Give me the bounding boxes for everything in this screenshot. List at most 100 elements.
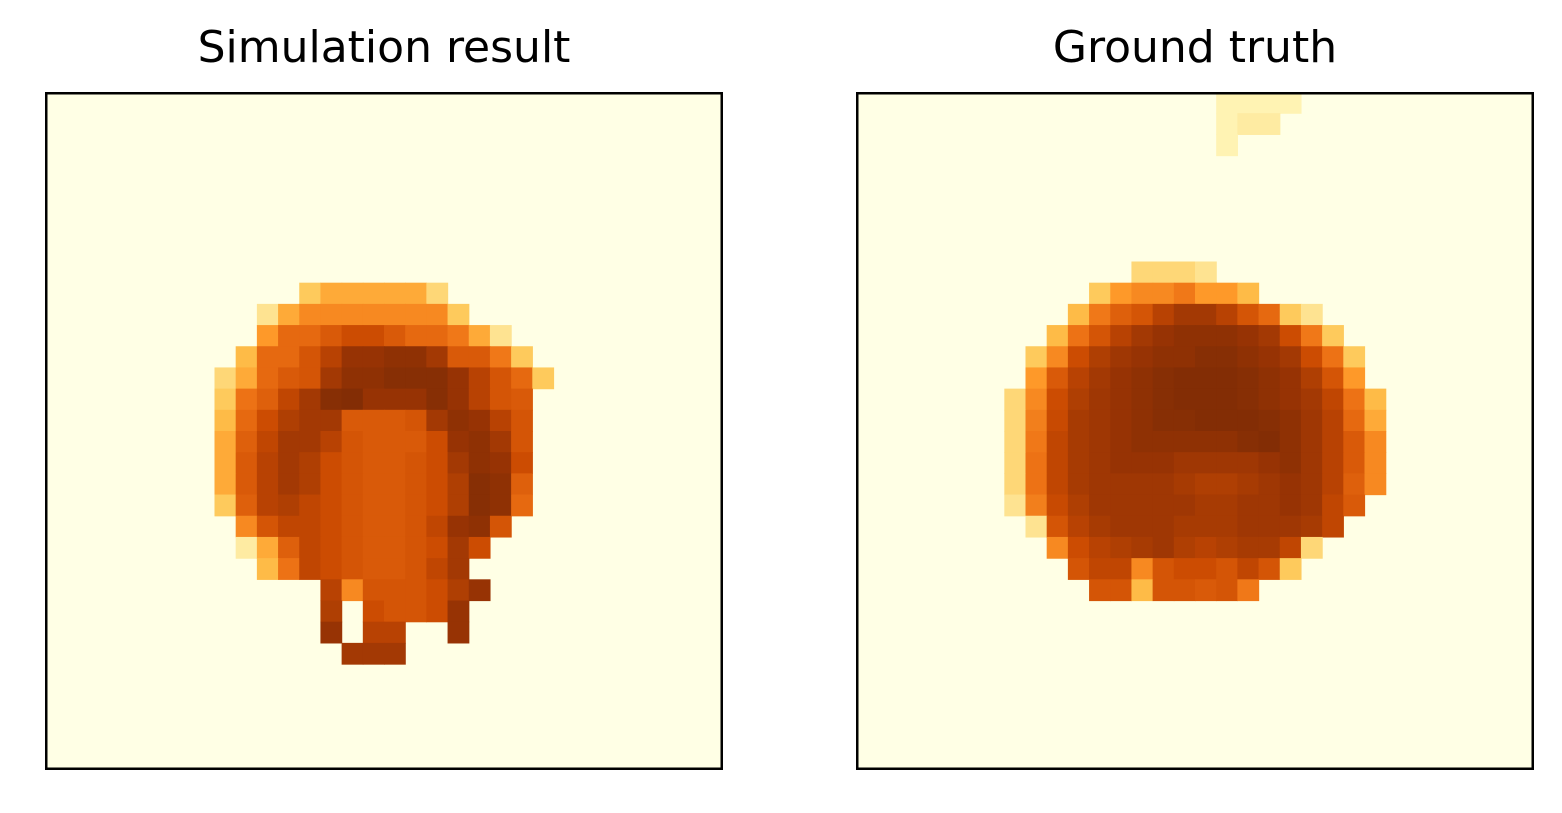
heatmap-cell [1237,494,1260,517]
heatmap-cell [468,579,491,602]
heatmap-cell [1300,367,1323,390]
heatmap-cell [426,325,449,347]
heatmap-cell [320,452,343,474]
heatmap-cell [1089,452,1111,474]
heatmap-cell [384,325,406,347]
heatmap-cell [1258,409,1281,432]
heatmap-cell [278,515,300,538]
heatmap-cell [447,558,470,580]
heatmap-cell [1152,558,1175,580]
heatmap-cell [1364,431,1387,453]
heatmap-cell [1110,452,1133,474]
heatmap-cell [1343,431,1366,453]
heatmap-cell [426,346,449,369]
heatmap-cell [1110,325,1133,347]
heatmap-cell [256,325,279,347]
heatmap-cell [235,409,258,432]
heatmap-cell [1110,346,1133,369]
heatmap-cell [1237,452,1260,474]
heatmap-cell [384,536,406,559]
heatmap-cell [405,325,427,347]
heatmap-cell [278,409,300,432]
heatmap-cell [426,494,449,517]
heatmap-cell [405,282,427,305]
heatmap-cell [1195,473,1217,496]
heatmap-cell [1279,431,1302,453]
heatmap-cell [1322,431,1344,453]
heatmap-cell [511,452,533,474]
heatmap-cell [1322,325,1344,347]
heatmap-cell [1216,346,1238,369]
heatmap-cell [256,346,279,369]
heatmap-cell [468,515,491,538]
heatmap-cell [299,282,322,305]
heatmap-cell [1258,473,1281,496]
heatmap-cell [1258,536,1281,559]
heatmap-cell [1046,452,1069,474]
heatmap-cell [489,367,512,390]
heatmap-cell [1343,388,1366,411]
heatmap-cell [341,346,364,369]
heatmap-cell [1343,346,1366,369]
heatmap-cell [1364,409,1387,432]
heatmap-cell [299,325,322,347]
heatmap-cell [1216,388,1238,411]
heatmap-cell [362,473,385,496]
heatmap-cell [1089,494,1111,517]
heatmap-cell [1089,558,1111,580]
heatmap-cell [1025,452,1048,474]
heatmap-cell [384,473,406,496]
heatmap-cell [1300,452,1323,474]
heatmap-cell [384,600,406,623]
heatmap-cell [1173,431,1196,453]
heatmap-cell [362,642,385,665]
heatmap-cell [1300,303,1323,326]
heatmap-cell [235,367,258,390]
heatmap-cell [1131,494,1154,517]
heatmap-cell [1173,409,1196,432]
chart-title: Simulation result [197,22,571,73]
heatmap-cell [1300,494,1323,517]
heatmap-cell [1152,579,1175,602]
heatmap-cell [1237,515,1260,538]
heatmap-cell [1089,367,1111,390]
heatmap-cell [341,452,364,474]
heatmap-cell [1089,473,1111,496]
heatmap-cell [362,409,385,432]
heatmap-cell [1258,325,1281,347]
heatmap-cell [1004,473,1027,496]
heatmap-cell [1067,303,1090,326]
heatmap-cell [1216,473,1238,496]
heatmap-cell [1237,579,1260,602]
heatmap-cell [1364,388,1387,411]
heatmap-cell [1067,558,1090,580]
heatmap-cell [214,494,237,517]
heatmap-cell [1343,367,1366,390]
heatmap-cell [1089,282,1111,305]
heatmap-cell [256,558,279,580]
heatmap-cell [256,536,279,559]
heatmap-cell [1046,325,1069,347]
heatmap-cell [1195,558,1217,580]
heatmap-cell [1195,494,1217,517]
heatmap-cell [235,515,258,538]
heatmap-cell [426,558,449,580]
heatmap-cell [1237,409,1260,432]
heatmap-cell [1173,558,1196,580]
heatmap-cell [1173,303,1196,326]
heatmap-cell [405,600,427,623]
heatmap-cell [362,579,385,602]
heatmap-cell [1152,494,1175,517]
heatmap-cell [1322,452,1344,474]
heatmap-cell [489,325,512,347]
heatmap-cell [362,303,385,326]
heatmap-cell [405,303,427,326]
heatmap-cell [447,303,470,326]
heatmap-cell [256,367,279,390]
heatmap-cell [1089,325,1111,347]
heatmap-cell [1131,261,1154,284]
heatmap-cell [1173,536,1196,559]
heatmap-cell [235,346,258,369]
heatmap-cell [1131,367,1154,390]
heatmap-cell [1173,346,1196,369]
